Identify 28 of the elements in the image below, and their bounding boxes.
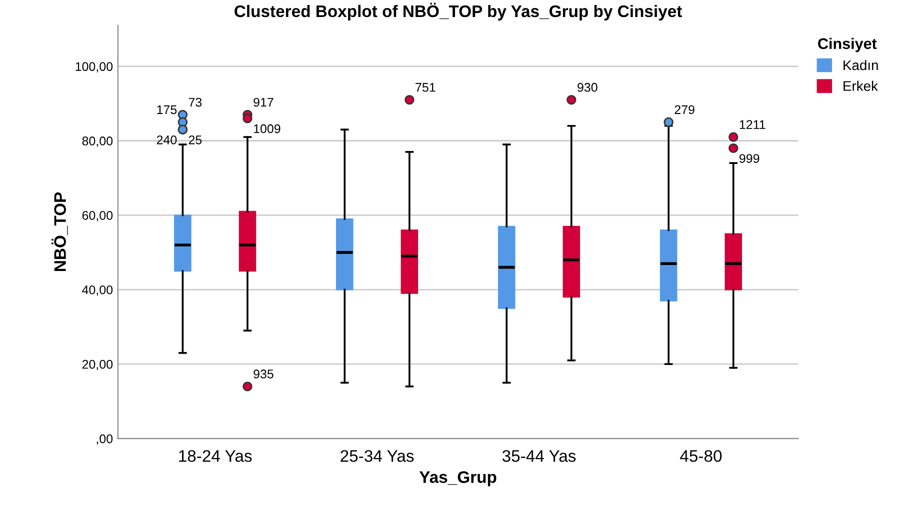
x-tick-label: 45-80 (680, 450, 722, 462)
annotation: 930 (578, 82, 598, 92)
legend-title: Cinsiyet (818, 38, 877, 52)
y-tick-label: 60,00 (82, 211, 113, 222)
x-tick-label: 35-44 Yas (502, 450, 576, 462)
legend-label: Erkek (844, 80, 878, 91)
y-tick-label: 80,00 (82, 136, 113, 147)
annotation: 935 (254, 370, 274, 378)
legend-label: Kadın (844, 60, 878, 70)
annotation: 751 (416, 83, 436, 92)
x-tick-label: 25-34 Yas (340, 450, 414, 462)
chart-title: Clustered Boxplot of NBÖ_TOP by Yas_Grup by Cinsiyet (234, 2, 682, 20)
annotation: 279 (674, 105, 694, 114)
y-tick-label: 40,00 (82, 285, 113, 296)
y-tick-label: 20,00 (82, 360, 113, 370)
annotation: 1009 (254, 124, 280, 134)
annotation: 240 (156, 135, 177, 144)
annotation: 917 (254, 98, 274, 107)
x-axis-title: Yas_Grup (419, 471, 496, 486)
y-tick-label: 100,00 (76, 62, 113, 72)
annotation: 73 (188, 98, 202, 107)
annotation: 1211 (740, 120, 766, 129)
annotation: 175 (157, 105, 177, 114)
annotation: 25 (188, 135, 202, 144)
x-tick-label: 18-24 Yas (179, 450, 252, 462)
y-tick-label: ,00 (96, 434, 113, 445)
y-axis-title: NBÖ_TOP (52, 192, 68, 271)
annotation: 999 (740, 154, 760, 163)
